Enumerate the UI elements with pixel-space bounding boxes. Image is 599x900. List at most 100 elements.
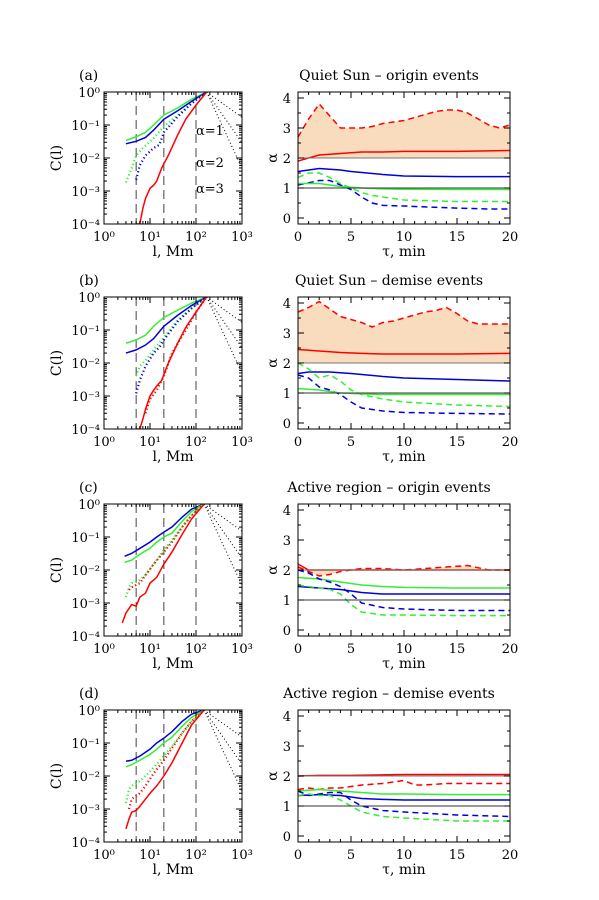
panel-b: (b) Quiet Sun – demise events 10⁰ 10¹ 10² 10³… [49,273,518,465]
cl-xtick-label: 10¹ [139,848,161,863]
alpha-xtick-label: 20 [502,435,519,450]
alpha-series-red-solid [298,348,510,355]
cl-xlabel: l, Mm [153,244,194,260]
alpha-confidence-band [298,301,510,363]
cl-series-green-dotted [135,297,208,377]
alpha-series-red-dashed [298,779,510,791]
cl-plot: 10⁰ 10¹ 10² 10³ 10⁻⁴ 10⁻³ 10⁻² 10⁻¹ 10⁰ l, Mm C(l) [49,498,253,672]
cl-ytick-label: 10⁻² [71,564,100,579]
alpha-series-blue-dashed [298,569,510,612]
alpha-series-blue-solid [298,167,510,178]
alpha-annotation: α=2 [196,156,224,171]
alpha-reference-line [206,92,242,169]
alpha-ylabel: α [265,358,281,368]
alpha-series-blue-dashed [298,374,510,415]
alpha-xtick-label: 15 [449,230,466,245]
alpha-reference-line [206,297,242,374]
alpha-reference-line [206,92,242,118]
cl-xtick-label: 10⁰ [93,435,115,450]
alpha-xtick-label: 5 [347,642,355,657]
alpha-xtick-label: 10 [396,230,413,245]
alpha-xtick-label: 20 [502,848,519,863]
cl-xtick-label: 10⁰ [93,848,115,863]
cl-series-blue-solid [125,92,207,145]
cl-plot: 10⁰ 10¹ 10² 10³ 10⁻⁴ 10⁻³ 10⁻² 10⁻¹ 10⁰ l, Mm C(l)… [49,86,253,260]
cl-ytick-label: 10⁻³ [71,185,100,200]
cl-xlabel: l, Mm [153,656,194,672]
alpha-xtick-label: 10 [396,435,413,450]
cl-ytick-label: 10⁰ [78,498,100,513]
alpha-series-green-dashed [298,793,510,822]
alpha-xtick-label: 0 [294,230,302,245]
cl-ytick-label: 10⁻² [71,357,100,372]
alpha-xlabel: τ, min [382,656,425,672]
cl-series-red-solid [125,710,205,830]
alpha-ytick-label: 3 [283,122,291,137]
alpha-confidence-band [298,104,510,158]
alpha-ytick-label: 0 [283,830,291,845]
cl-xtick-label: 10³ [231,642,253,657]
alpha-series-green-dashed [298,362,510,408]
alpha-ytick-label: 4 [283,92,291,107]
cl-series-blue-solid [125,710,205,762]
alpha-xtick-label: 0 [294,642,302,657]
cl-xtick-label: 10² [185,642,207,657]
alpha-xlabel: τ, min [382,244,425,260]
cl-xtick-label: 10² [185,848,207,863]
alpha-xtick-label: 5 [347,848,355,863]
cl-series-red-solid [136,92,208,224]
alpha-xtick-label: 15 [449,642,466,657]
alpha-ytick-label: 1 [283,182,291,197]
cl-xlabel: l, Mm [153,449,194,465]
alpha-ytick-label: 0 [283,212,291,227]
cl-plot: 10⁰ 10¹ 10² 10³ 10⁻⁴ 10⁻³ 10⁻² 10⁻¹ 10⁰ l, Mm C(l) [49,291,253,465]
alpha-ytick-label: 2 [283,564,291,579]
alpha-confidence-band [298,565,510,576]
alpha-ytick-label: 4 [283,297,291,312]
alpha-series-green-solid [298,182,510,191]
cl-xtick-label: 10³ [231,230,253,245]
alpha-xtick-label: 20 [502,230,519,245]
alpha-series-red-dashed [298,564,510,577]
cl-series-red-solid [136,297,208,429]
alpha-ytick-label: 0 [283,624,291,639]
cl-xtick-label: 10⁰ [93,230,115,245]
cl-series-red-dotted [144,297,208,414]
alpha-reference-line [203,710,242,792]
cl-ylabel: C(l) [49,763,65,789]
cl-ytick-label: 10⁻⁴ [71,836,100,851]
alpha-series-green-dashed [298,584,510,617]
panel-a: (a) Quiet Sun – origin events 10⁰ 10¹ 10² 10³… [49,68,518,260]
cl-ytick-label: 10⁻² [71,152,100,167]
panel-title: Quiet Sun – origin events [299,68,479,84]
cl-series-green-dotted [124,92,208,183]
panel-label: (a) [79,68,98,84]
alpha-annotation: α=1 [196,124,224,139]
cl-ytick-label: 10⁻⁴ [71,630,100,645]
alpha-xlabel: τ, min [382,449,425,465]
cl-ytick-label: 10⁻¹ [71,119,100,134]
cl-ytick-label: 10⁰ [78,291,100,306]
cl-ytick-label: 10⁻⁴ [71,423,100,438]
alpha-ytick-label: 1 [283,800,291,815]
alpha-xlabel: τ, min [382,862,425,878]
alpha-ytick-label: 3 [283,534,291,549]
alpha-ytick-label: 1 [283,594,291,609]
cl-series-green-solid [125,710,205,768]
cl-series-red-dotted [127,710,205,810]
alpha-ytick-label: 3 [283,740,291,755]
panel-title: Active region – demise events [282,686,495,702]
cl-ytick-label: 10⁰ [78,704,100,719]
alpha-reference-line [203,504,242,559]
cl-ytick-label: 10⁻⁴ [71,218,100,233]
cl-ytick-label: 10⁻² [71,770,100,785]
alpha-reference-line [206,297,242,349]
panel-label: (b) [79,273,99,289]
alpha-xtick-label: 0 [294,848,302,863]
cl-xtick-label: 10² [185,230,207,245]
cl-ytick-label: 10⁰ [78,86,100,101]
cl-series-green-solid [124,504,205,564]
alpha-series-green-solid [298,576,510,589]
